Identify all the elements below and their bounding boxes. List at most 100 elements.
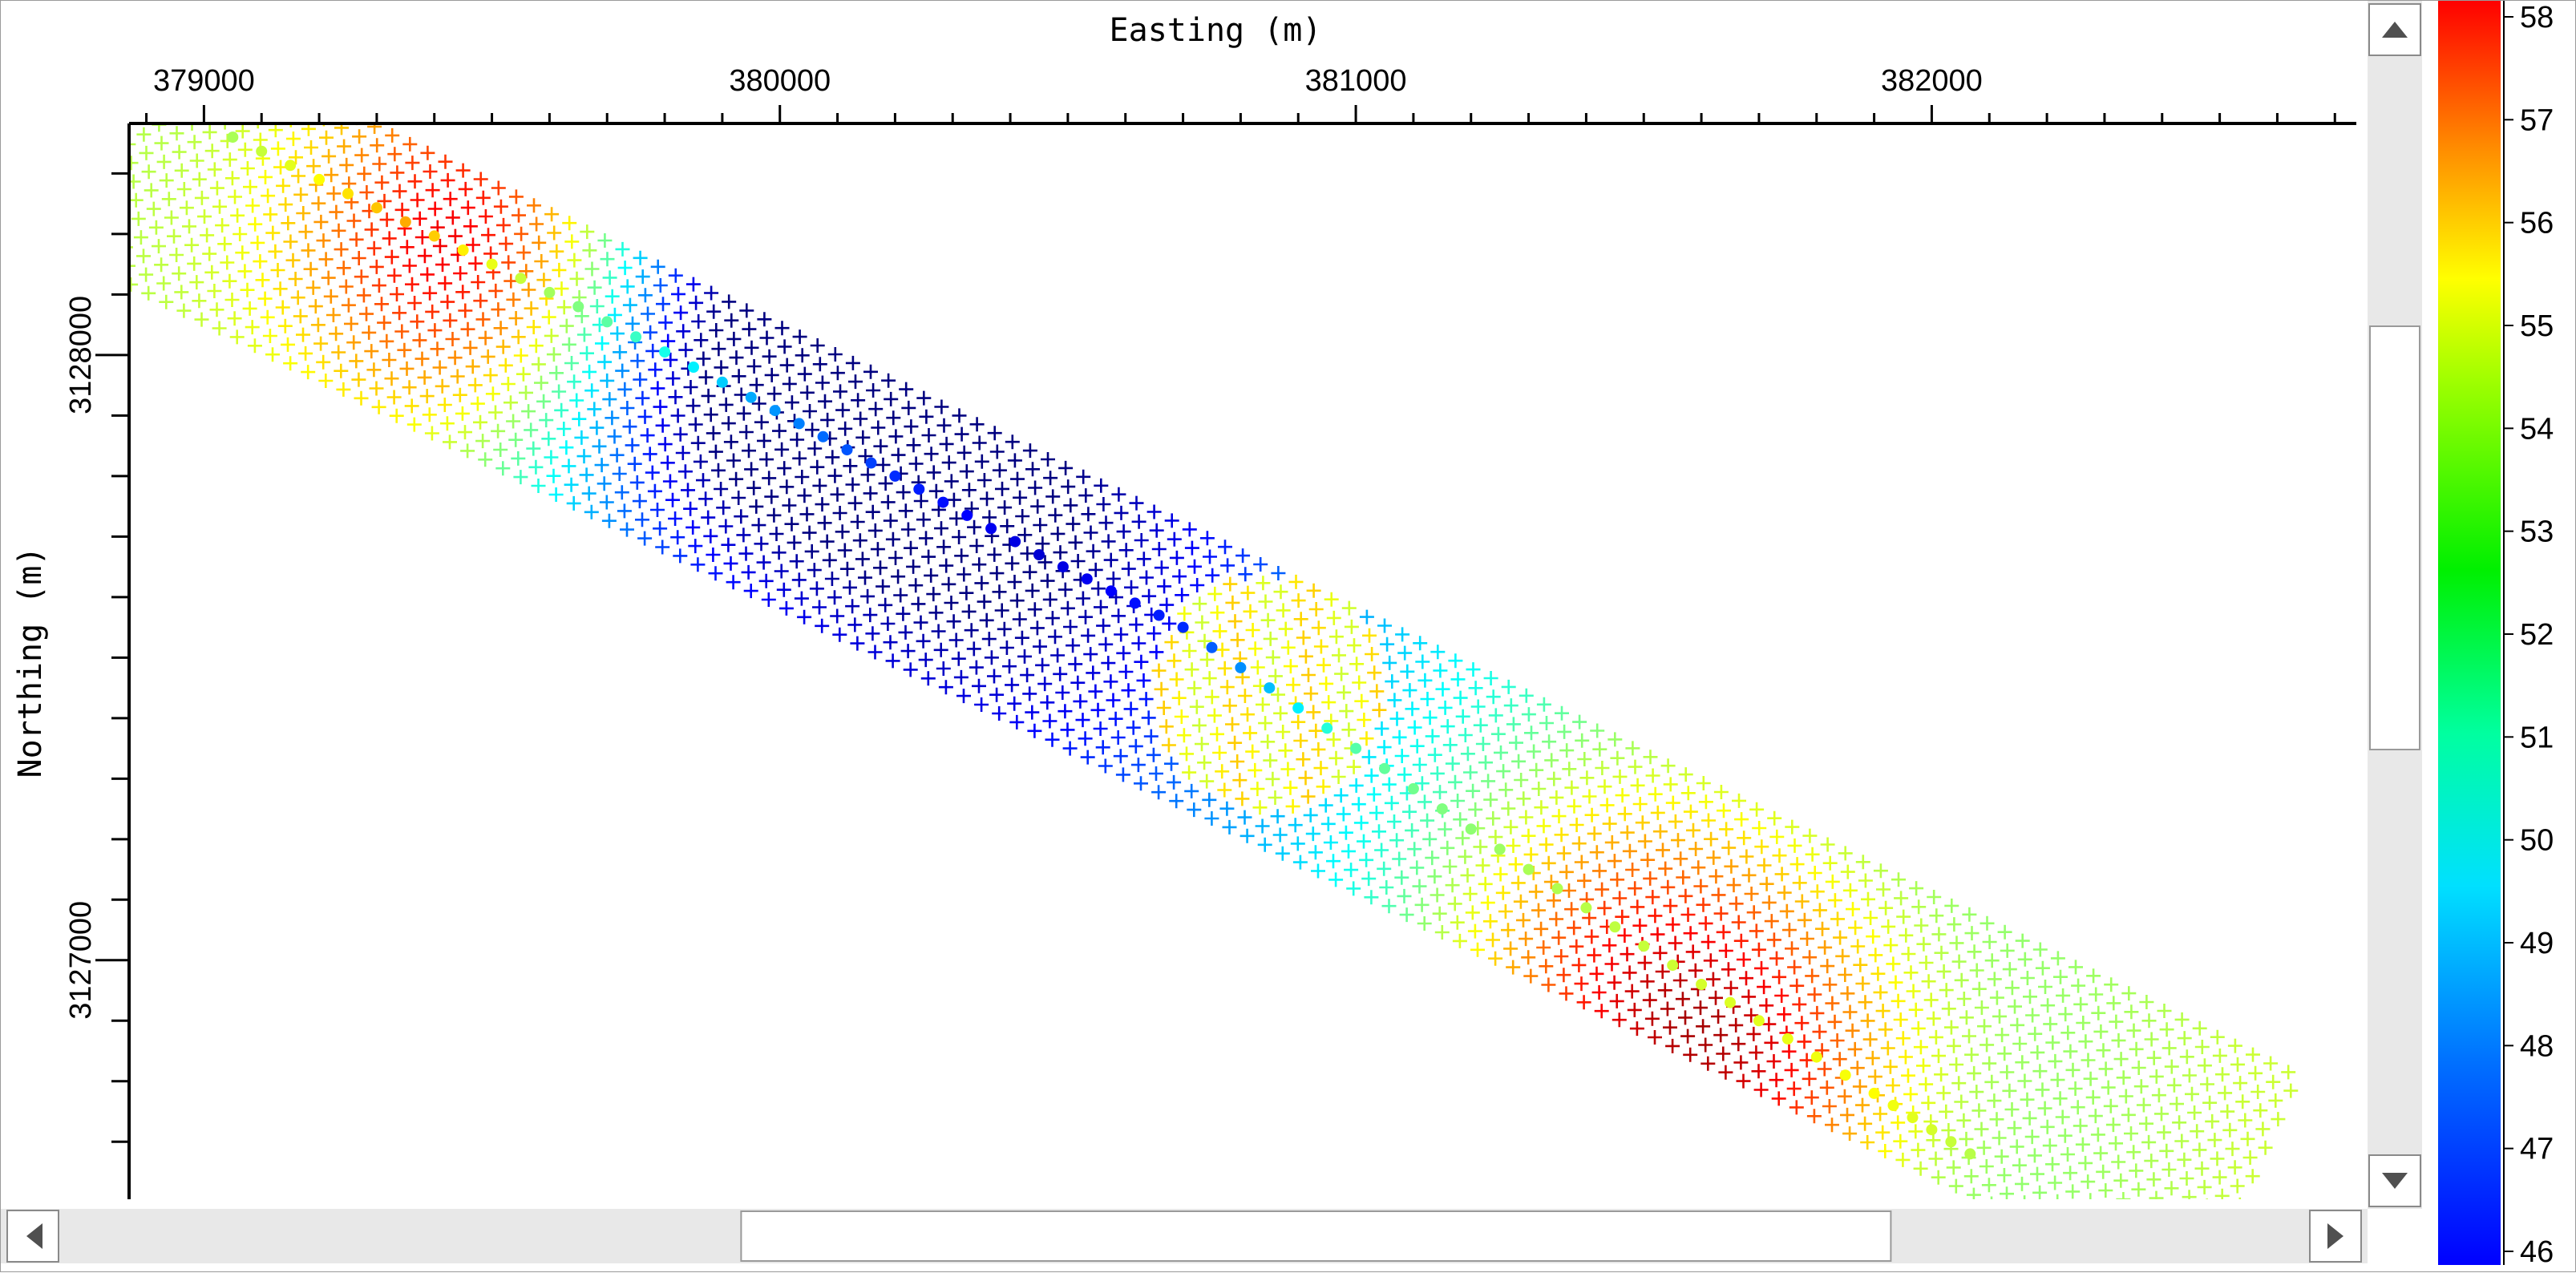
data-point-165 — [1130, 758, 1146, 773]
data-point-336 — [257, 291, 273, 306]
data-point-366 — [789, 554, 804, 569]
data-point-458 — [415, 351, 430, 366]
data-point-1083 — [1022, 564, 1037, 580]
data-point-1889 — [987, 426, 1002, 441]
data-point-1512 — [285, 131, 301, 147]
data-point-177 — [1344, 863, 1359, 878]
data-point-775 — [1916, 1058, 1931, 1073]
data-point-122 — [369, 381, 384, 396]
data-point-780 — [2004, 1102, 2020, 1117]
data-point-1786 — [1131, 514, 1146, 529]
data-point-1766 — [777, 339, 792, 354]
data-point-1134 — [1926, 1011, 1941, 1026]
data-point-1660 — [886, 410, 901, 426]
data-point-1475 — [1671, 833, 1685, 848]
data-point-1520 — [427, 201, 443, 216]
data-point-1217 — [1268, 669, 1283, 684]
data-point-846 — [1063, 620, 1078, 634]
data-point-1374 — [1956, 992, 1971, 1006]
data-point-1935 — [1802, 828, 1818, 843]
vertical-scrollbar[interactable] — [2368, 1, 2422, 1209]
vertical-scroll-thumb[interactable] — [2369, 325, 2420, 750]
data-point-174 — [1290, 836, 1305, 851]
data-point-691 — [427, 323, 443, 338]
data-point-915 — [156, 154, 172, 169]
data-point-241 — [544, 450, 559, 465]
data-point-1081 — [987, 547, 1002, 562]
horizontal-scroll-thumb[interactable] — [740, 1210, 1892, 1262]
horizontal-scrollbar[interactable] — [1, 1209, 2368, 1263]
data-point-774 — [1898, 1049, 1913, 1065]
data-point-767 — [1774, 988, 1789, 1003]
data-point-1088 — [1111, 608, 1126, 624]
data-point-1710 — [1772, 848, 1787, 863]
receiver-point-9-2 — [1753, 1015, 1765, 1027]
data-point-634 — [1493, 867, 1508, 882]
receiver-point-5-5 — [1153, 609, 1165, 621]
data-point-1741 — [334, 125, 349, 135]
data-point-1915 — [1448, 653, 1463, 669]
data-point-1056 — [544, 328, 559, 343]
data-point-1756 — [600, 252, 615, 267]
data-point-1938 — [1855, 855, 1870, 870]
data-point-1160 — [258, 169, 273, 184]
data-point-684 — [303, 261, 318, 277]
data-point-1227 — [1445, 756, 1460, 771]
data-point-1558 — [1101, 534, 1116, 549]
data-point-1379 — [2045, 1035, 2060, 1050]
data-point-933 — [475, 312, 491, 327]
data-point-1577 — [1438, 700, 1453, 715]
receiver-point-6-4 — [1292, 702, 1304, 714]
receiver-point-2-2 — [630, 331, 642, 343]
receiver-point-8-0 — [1523, 863, 1535, 875]
data-point-937 — [546, 347, 561, 362]
data-point-766 — [1757, 980, 1772, 995]
data-point-1550 — [959, 464, 974, 479]
data-point-1196 — [896, 485, 911, 500]
data-point-1023 — [2070, 1100, 2085, 1115]
data-point-1254 — [1923, 992, 1939, 1008]
data-point-29 — [620, 522, 634, 537]
data-point-604 — [961, 604, 977, 619]
receiver-point-4-4 — [985, 523, 997, 535]
data-point-230 — [349, 354, 364, 369]
data-point-391 — [1232, 773, 1248, 788]
data-point-950 — [777, 461, 792, 476]
data-point-603 — [944, 596, 959, 610]
data-point-1655 — [797, 366, 812, 382]
data-point-1556 — [1066, 516, 1081, 531]
data-point-467 — [574, 430, 589, 445]
data-point-723 — [994, 603, 1009, 618]
data-point-612 — [1103, 674, 1118, 689]
data-point-934 — [493, 321, 508, 336]
scroll-right-button[interactable] — [2309, 1210, 2362, 1263]
data-point-1105 — [1412, 758, 1427, 772]
data-point-1154 — [152, 125, 167, 132]
data-point-630 — [1422, 831, 1438, 847]
data-point-1121 — [1696, 897, 1711, 912]
data-point-1551 — [977, 473, 992, 487]
data-point-1457 — [1352, 675, 1367, 690]
data-point-989 — [1468, 802, 1483, 817]
data-point-1620 — [2200, 1077, 2214, 1092]
data-point-399 — [1374, 843, 1389, 858]
receiver-point-10-4 — [1945, 1136, 1957, 1148]
data-point-1712 — [1807, 866, 1822, 880]
data-point-147 — [812, 600, 827, 615]
data-point-1340 — [1354, 693, 1369, 709]
data-point-521 — [1531, 903, 1546, 918]
data-point-849 — [1116, 645, 1131, 661]
data-point-667 — [2078, 1155, 2093, 1170]
data-point-456 — [379, 333, 394, 349]
data-point-1269 — [2190, 1124, 2205, 1139]
data-point-1601 — [1863, 911, 1878, 925]
data-point-1670 — [1063, 498, 1078, 513]
data-point-1534 — [676, 324, 691, 339]
data-point-737 — [1243, 725, 1258, 741]
data-point-234 — [419, 389, 435, 404]
data-point-273 — [1110, 730, 1126, 745]
data-point-161 — [1060, 722, 1075, 738]
data-point-207 — [1875, 1125, 1891, 1140]
data-point-627 — [1369, 806, 1384, 821]
